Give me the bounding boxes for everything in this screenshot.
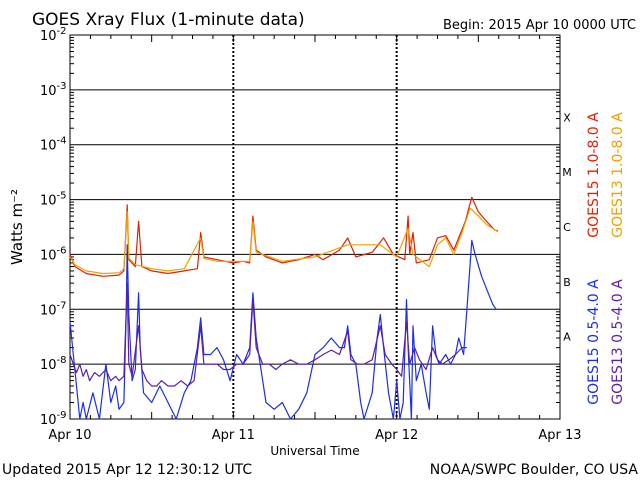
legend: GOES15 1.0-8.0 A GOES13 1.0-8.0 A GOES15 0… [586,112,626,405]
plot-frame [70,35,560,419]
y-tick-label: 10-2 [40,26,67,44]
x-tick-labels: Apr 10 Apr 11 Apr 12 Apr 13 [48,428,581,443]
updated-time: Updated 2015 Apr 12 12:30:12 UTC [2,462,252,478]
x-tick-label: Apr 11 [212,428,255,443]
flare-class-labels: X M C B A [562,111,572,343]
x-tick-label: Apr 10 [48,428,91,443]
y-tick-labels: 10-2 10-3 10-4 10-5 10-6 10-7 10-8 10-9 [40,26,67,428]
flare-class-A: A [563,331,571,344]
legend-entry-3: GOES13 0.5-4.0 A [610,279,626,405]
flare-class-C: C [563,221,571,234]
x-tick-label: Apr 12 [375,428,418,443]
y-tick-label: 10-8 [40,355,67,373]
credit-text: NOAA/SWPC Boulder, CO USA [430,462,639,478]
y-tick-label: 10-6 [40,245,67,263]
y-tick-label: 10-7 [40,300,67,318]
flare-class-B: B [563,276,571,289]
y-tick-label: 10-5 [40,191,67,209]
y-tick-label: 10-9 [40,410,67,428]
begin-time: Begin: 2015 Apr 10 0000 UTC [443,18,636,33]
flare-class-M: M [562,166,572,179]
legend-entry-2: GOES15 0.5-4.0 A [586,279,602,405]
y-tick-label: 10-4 [40,136,67,154]
y-tick-label: 10-3 [40,81,67,99]
legend-entry-0: GOES15 1.0-8.0 A [586,112,602,238]
chart-title: GOES Xray Flux (1-minute data) [32,10,305,30]
flare-class-X: X [563,111,571,124]
legend-entry-1: GOES13 1.0-8.0 A [610,112,626,238]
x-axis-title: Universal Time [270,444,359,458]
y-axis-title: Watts m⁻² [8,189,26,265]
x-tick-label: Apr 13 [538,428,581,443]
